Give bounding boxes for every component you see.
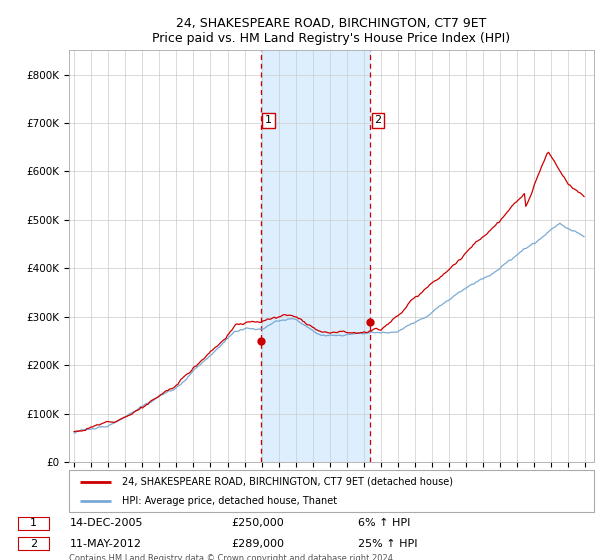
Text: 1: 1	[265, 115, 272, 125]
Text: 24, SHAKESPEARE ROAD, BIRCHINGTON, CT7 9ET (detached house): 24, SHAKESPEARE ROAD, BIRCHINGTON, CT7 9…	[121, 477, 452, 487]
FancyBboxPatch shape	[18, 517, 49, 530]
Text: 25% ↑ HPI: 25% ↑ HPI	[358, 539, 417, 549]
FancyBboxPatch shape	[69, 470, 594, 512]
Text: £289,000: £289,000	[231, 539, 284, 549]
Text: Contains HM Land Registry data © Crown copyright and database right 2024.
This d: Contains HM Land Registry data © Crown c…	[69, 554, 395, 560]
Text: £250,000: £250,000	[231, 518, 284, 528]
Bar	[261, 50, 370, 462]
Text: 14-DEC-2005: 14-DEC-2005	[70, 518, 143, 528]
FancyBboxPatch shape	[18, 538, 49, 550]
Text: 1: 1	[30, 518, 37, 528]
Title: 24, SHAKESPEARE ROAD, BIRCHINGTON, CT7 9ET
Price paid vs. HM Land Registry's Hou: 24, SHAKESPEARE ROAD, BIRCHINGTON, CT7 9…	[152, 17, 511, 45]
Text: 2: 2	[30, 539, 37, 549]
Text: 6% ↑ HPI: 6% ↑ HPI	[358, 518, 410, 528]
Text: 2: 2	[374, 115, 382, 125]
Text: HPI: Average price, detached house, Thanet: HPI: Average price, detached house, Than…	[121, 496, 337, 506]
Text: 11-MAY-2012: 11-MAY-2012	[70, 539, 142, 549]
